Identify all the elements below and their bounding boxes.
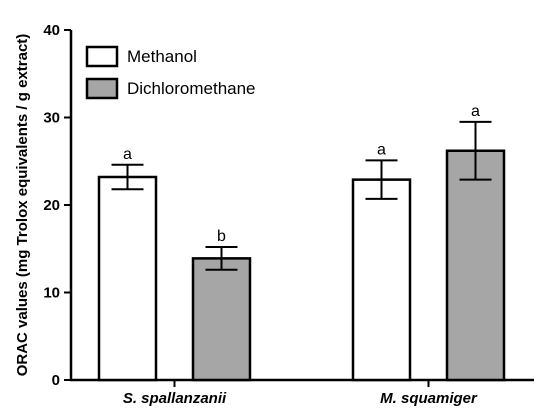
legend-swatch xyxy=(85,45,119,68)
y-tick-label: 30 xyxy=(43,110,60,127)
bar xyxy=(351,178,412,382)
y-tick-label: 40 xyxy=(43,22,60,39)
y-tick-label: 20 xyxy=(43,197,60,214)
significance-label: a xyxy=(377,141,386,158)
category-label: S. spallanzanii xyxy=(123,390,227,407)
legend: Methanol Dichloromethane xyxy=(85,45,256,100)
y-tick-label: 0 xyxy=(52,372,60,389)
category-labels: S. spallanzanii M. squamiger xyxy=(123,380,478,407)
bar xyxy=(191,257,252,382)
significance-label: b xyxy=(217,228,226,245)
bar xyxy=(445,149,506,382)
bar xyxy=(97,175,158,382)
legend-swatch xyxy=(85,77,119,100)
legend-label: Methanol xyxy=(127,47,197,66)
significance-label: a xyxy=(123,146,132,163)
legend-label: Dichloromethane xyxy=(127,79,256,98)
bars: a b a a xyxy=(97,103,506,382)
category-label: M. squamiger xyxy=(380,390,478,407)
y-ticks: 0 10 20 30 40 xyxy=(43,22,71,389)
significance-label: a xyxy=(471,103,480,120)
y-axis-label: ORAC values (mg Trolox equivalents / g e… xyxy=(14,34,31,377)
y-tick-label: 10 xyxy=(43,285,60,302)
